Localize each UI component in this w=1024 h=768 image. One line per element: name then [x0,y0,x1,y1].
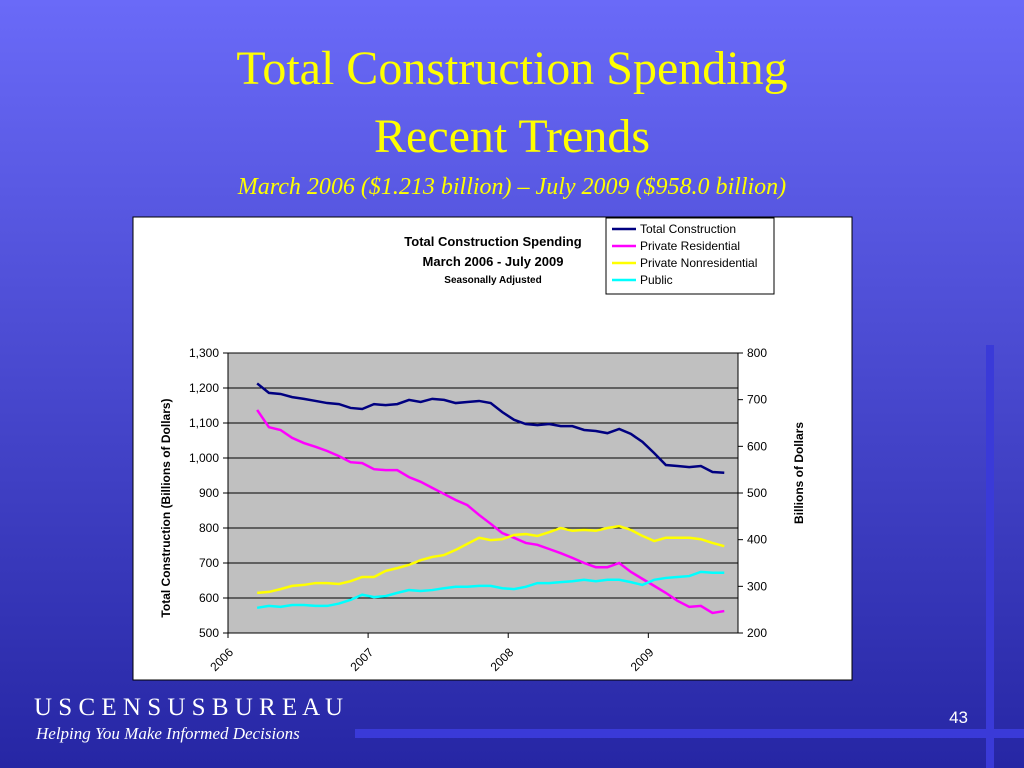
chart-subtitle: Seasonally Adjusted [444,275,541,286]
y-tick-label: 800 [199,521,219,535]
series-line [257,524,725,595]
y2-axis-label: Billions of Dollars [792,422,806,524]
y2-tick-label: 500 [747,486,767,500]
y2-tick-label: 800 [747,346,767,360]
y-tick-label: 1,000 [189,451,219,465]
legend-box [605,217,775,295]
legend-label: Private Nonresidential [640,256,757,270]
legend-label: Total Construction [640,222,736,236]
slide-subtitle: March 2006 ($1.213 billion) – July 2009 … [237,174,786,200]
chart-title: March 2006 - July 2009 [423,254,564,269]
y-tick-label: 1,200 [189,381,219,395]
y-tick-label: 700 [199,556,219,570]
y2-tick-label: 600 [747,439,767,453]
footer-bar [355,729,1024,738]
footer-org: U S C E N S U S B U R E A U [34,694,343,721]
y-tick-label: 900 [199,486,219,500]
slide-title: Total Construction Spending [236,42,787,95]
series-line [256,570,725,610]
legend-label: Private Residential [640,239,740,253]
y-tick-label: 600 [199,591,219,605]
footer-bar-vertical [986,345,994,768]
series-line [256,382,725,474]
y2-tick-label: 300 [747,579,767,593]
y2-tick-label: 700 [747,393,767,407]
y-tick-label: 1,100 [189,416,219,430]
y2-tick-label: 400 [747,533,767,547]
page-number: 43 [949,708,968,727]
y-tick-label: 500 [199,626,219,640]
chart-title: Total Construction Spending [404,234,581,249]
legend-label: Public [640,273,673,287]
y-tick-label: 1,300 [189,346,219,360]
y2-tick-label: 200 [747,626,767,640]
series-line [256,409,725,615]
chart: 500 600 700 800 900 1,000 1,100 1,200 1,300 200 30… [159,217,806,674]
footer-tagline: Helping You Make Informed Decisions [35,724,300,743]
y-axis-label: Total Construction (Billions of Dollars) [159,398,173,617]
slide-title: Recent Trends [374,110,650,163]
